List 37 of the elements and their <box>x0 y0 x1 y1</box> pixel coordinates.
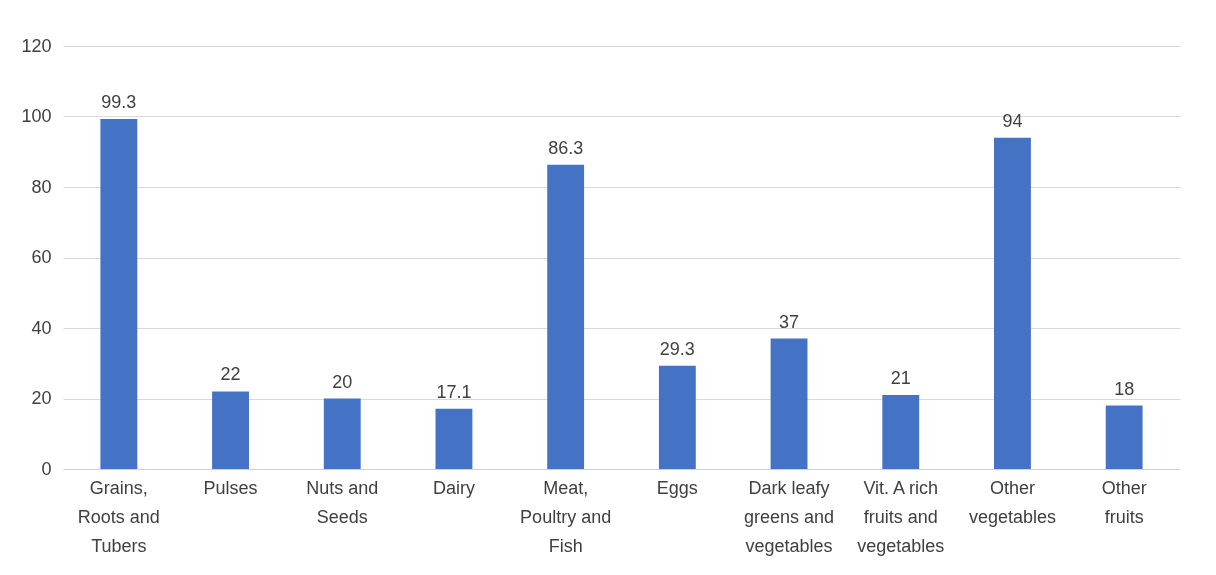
bar <box>547 164 585 469</box>
y-tick-label: 40 <box>31 317 52 338</box>
bar <box>994 137 1031 469</box>
data-label: 94 <box>1002 110 1023 131</box>
data-label: 17.1 <box>436 381 472 402</box>
y-tick-label: 80 <box>31 176 52 197</box>
y-tick-label: 20 <box>31 388 52 408</box>
bar <box>323 398 361 469</box>
y-tick-label: 100 <box>21 106 52 126</box>
bar <box>770 338 808 469</box>
bar <box>212 391 249 469</box>
x-tick-label: Grains, Roots and Tubers <box>77 477 160 556</box>
x-tick-label: Dark leafy greens and vegetables <box>744 477 835 556</box>
data-label: 22 <box>220 364 241 385</box>
data-label: 20 <box>332 371 353 392</box>
data-label: 18 <box>1114 378 1135 399</box>
bar <box>435 408 473 469</box>
bar <box>1105 405 1143 469</box>
x-tick-label: Pulses <box>203 477 258 498</box>
x-tick-label: Eggs <box>656 477 698 498</box>
bar <box>882 394 920 469</box>
y-tick-label: 120 <box>21 35 52 56</box>
bar <box>658 365 696 469</box>
y-tick-label: 0 <box>41 458 52 479</box>
x-tick-label: Vit. A rich fruits and vegetables <box>857 477 945 556</box>
x-tick-label: Dairy <box>432 477 475 498</box>
bar <box>100 118 138 469</box>
y-tick-label: 60 <box>31 247 52 267</box>
data-label: 86.3 <box>548 137 584 158</box>
x-tick-label: Meat, Poultry and Fish <box>520 477 612 556</box>
x-tick-label: Other fruits <box>1101 477 1147 527</box>
data-label: 99.3 <box>101 91 137 112</box>
x-tick-label: Nuts and Seeds <box>306 477 379 527</box>
x-tick-label: Other vegetables <box>968 477 1056 527</box>
data-label: 29.3 <box>659 338 695 359</box>
data-label: 21 <box>890 367 911 388</box>
data-label: 37 <box>779 311 800 332</box>
